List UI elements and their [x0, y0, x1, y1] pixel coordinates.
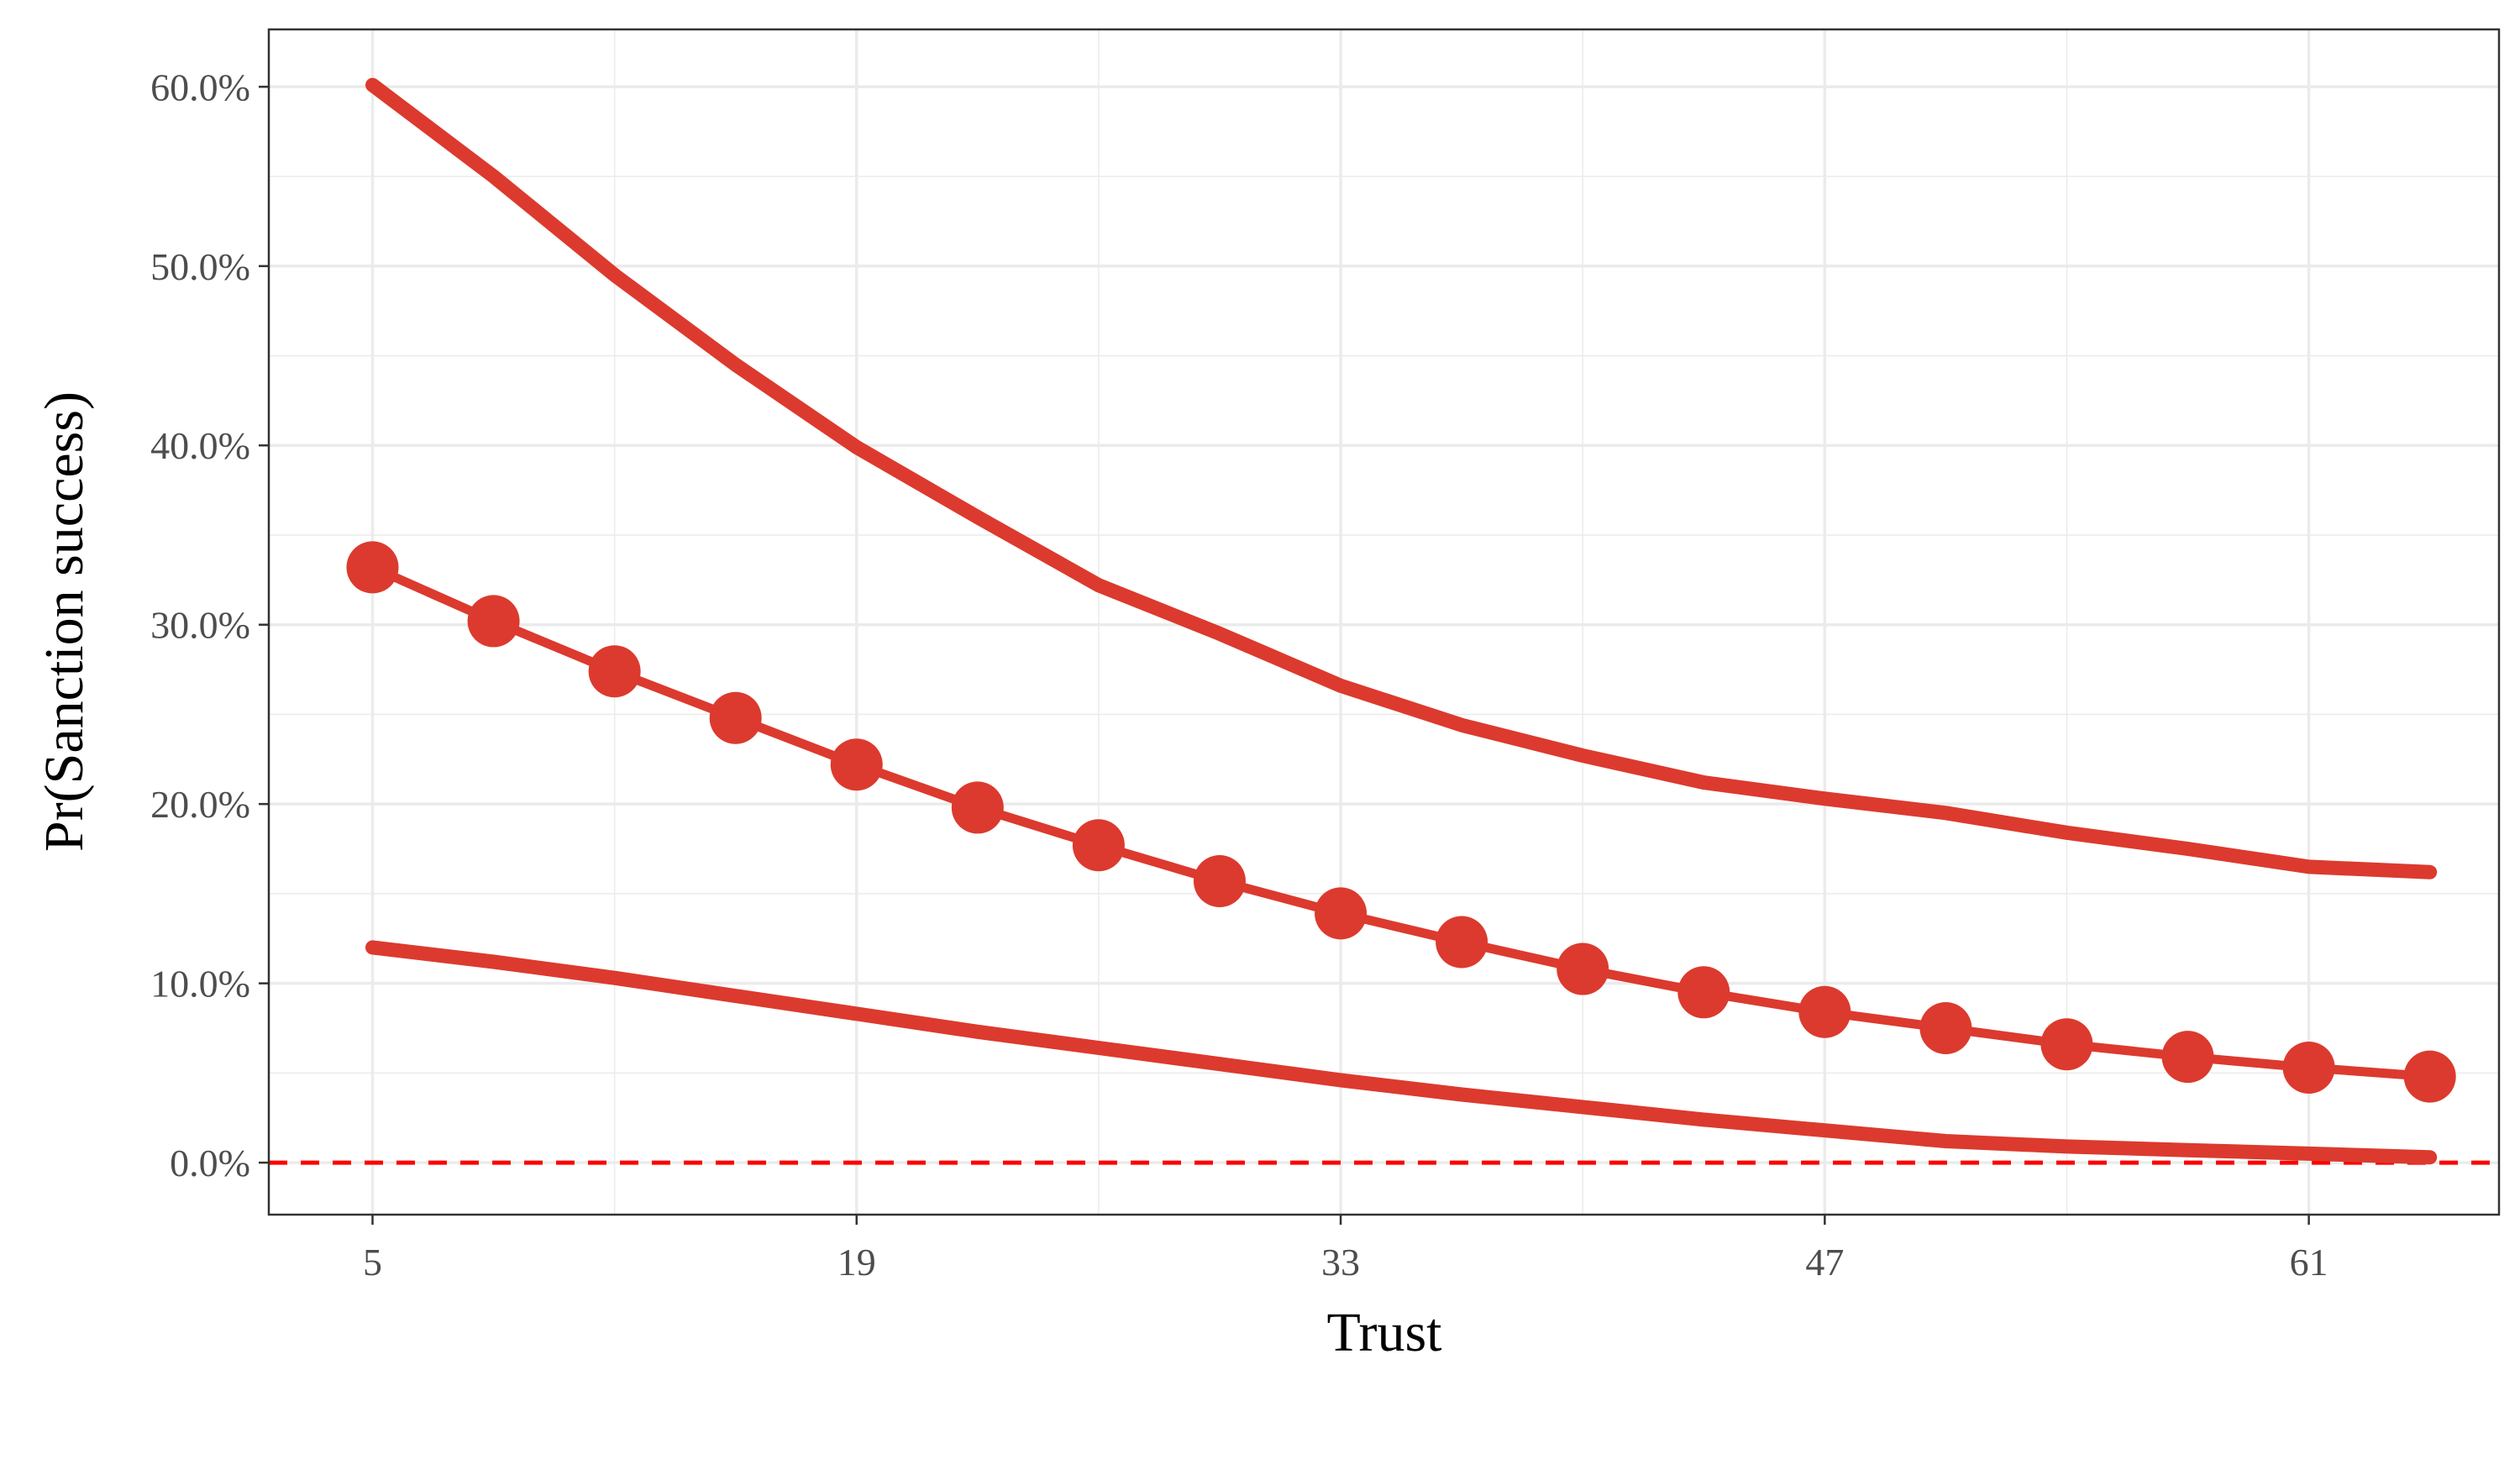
series-group — [346, 77, 2456, 1165]
y-tick-label: 60.0% — [150, 66, 250, 108]
estimate-point — [1677, 966, 1730, 1019]
estimate-point — [1315, 887, 1368, 940]
y-tick-label: 30.0% — [150, 604, 250, 647]
axes: 5 19 33 47 61 0.0% 10.0% 20.0% 30.0% 40.0% 50.0% 60… — [150, 66, 2328, 1284]
lower-line — [365, 940, 2438, 1165]
y-tick-label: 50.0% — [150, 245, 250, 288]
y-axis-title: Pr(Sanction success) — [34, 391, 95, 852]
x-tick-label: 33 — [1321, 1241, 1360, 1284]
y-tick-label: 10.0% — [150, 963, 250, 1005]
estimate-point — [1193, 854, 1246, 907]
estimate-point — [2161, 1031, 2214, 1084]
x-axis-title: Trust — [1327, 1302, 1442, 1363]
estimate-point — [2040, 1018, 2093, 1071]
estimate-point — [467, 595, 520, 648]
y-tick-label: 0.0% — [170, 1142, 250, 1184]
y-tick-label: 20.0% — [150, 783, 250, 826]
x-tick-label: 5 — [363, 1241, 382, 1284]
x-tick-label: 19 — [837, 1241, 876, 1284]
estimate-point — [1436, 916, 1488, 969]
panel-border — [267, 28, 2501, 1216]
panel-background — [269, 29, 2499, 1215]
estimate-point — [346, 541, 399, 594]
upper-line — [365, 77, 2438, 879]
estimate-point — [588, 645, 641, 698]
estimate-point — [951, 781, 1004, 834]
x-tick-label: 47 — [1805, 1241, 1844, 1284]
estimate-point — [1798, 985, 1851, 1038]
y-tick-label: 40.0% — [150, 424, 250, 467]
estimate-point — [1557, 942, 1609, 995]
estimate-point — [709, 691, 762, 744]
estimate-point — [2282, 1041, 2335, 1094]
estimate-point — [1072, 819, 1125, 872]
x-tick-label: 61 — [2290, 1241, 2328, 1284]
estimate-point — [830, 738, 883, 791]
estimate-point — [2403, 1050, 2456, 1103]
estimate-point — [1919, 1001, 1972, 1054]
